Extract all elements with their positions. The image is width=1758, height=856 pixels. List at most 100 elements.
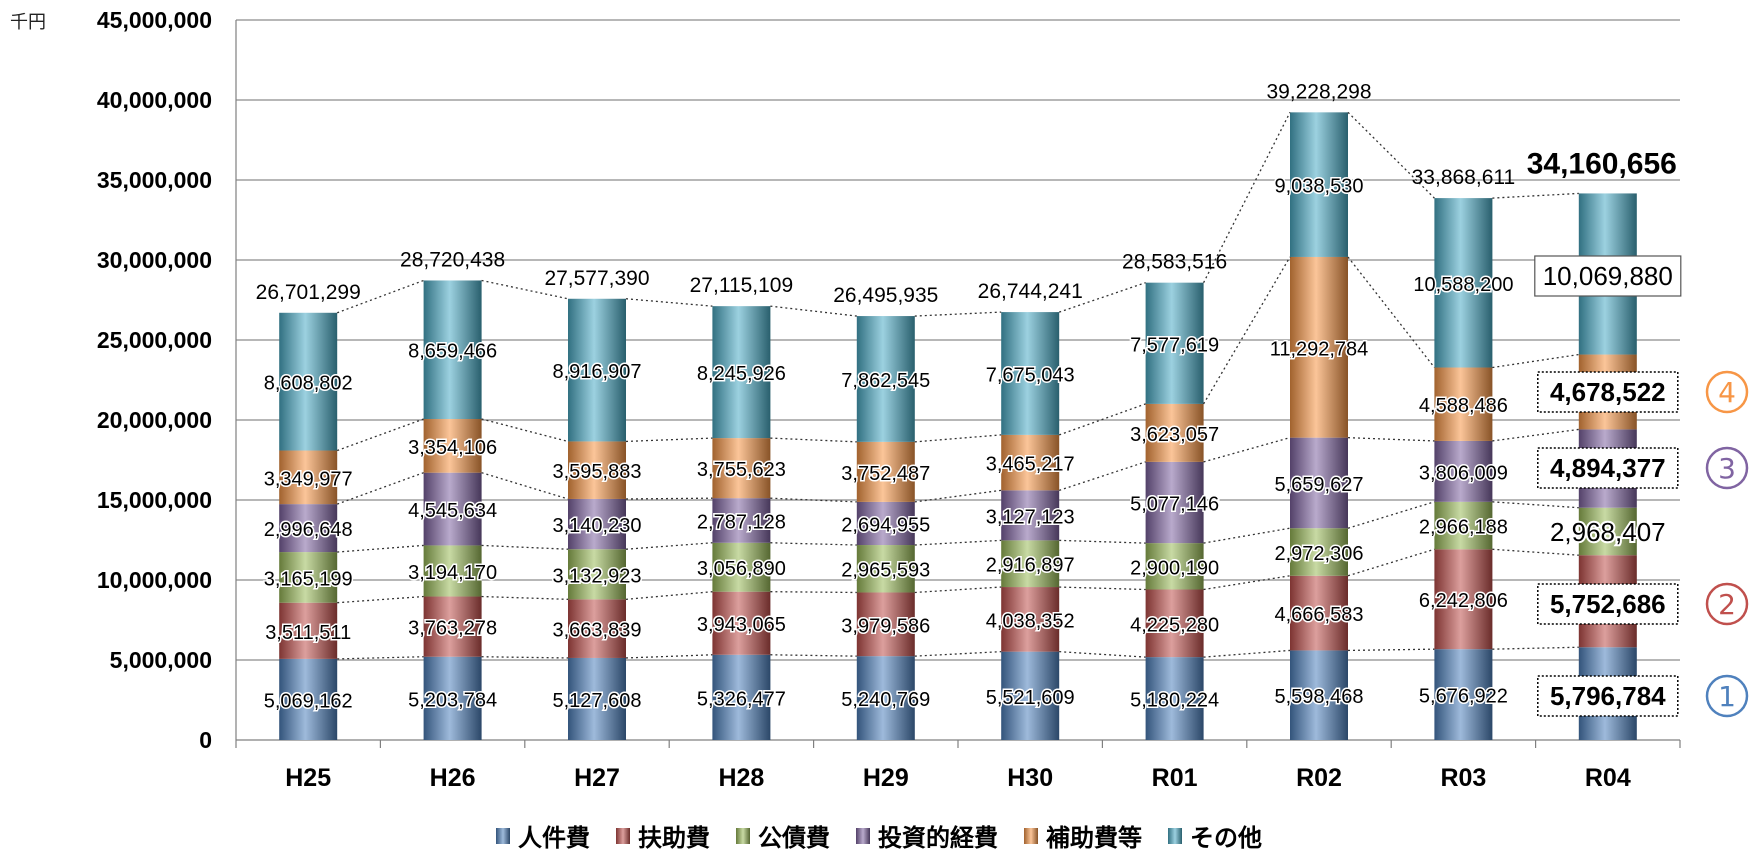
data-label: 2,996,648	[264, 519, 353, 541]
data-label: 2,972,306	[1275, 543, 1364, 565]
callout-label: 4,678,522	[1550, 377, 1666, 407]
callout-label: 10,069,880	[1543, 261, 1673, 291]
data-label: 5,180,224	[1130, 690, 1219, 712]
legend-item: 投資的経費	[856, 818, 998, 853]
bar-segment	[1145, 403, 1204, 462]
bar-segment	[1001, 651, 1060, 740]
connector-line	[1058, 461, 1146, 491]
data-label: 3,755,623	[697, 459, 786, 481]
connector-line	[1347, 436, 1435, 442]
legend-label: 公債費	[758, 824, 830, 852]
connector-line	[1492, 428, 1579, 442]
rank-marker-circle	[1705, 446, 1749, 490]
data-label: 5,077,146	[1130, 493, 1219, 515]
connector-line	[1203, 256, 1291, 405]
bar-segment	[1001, 434, 1060, 491]
bar-segment	[423, 545, 482, 597]
total-label: 26,701,299	[256, 281, 361, 304]
bar-segment	[279, 450, 338, 505]
callout-box	[1537, 583, 1679, 625]
bar-segment	[712, 654, 771, 740]
data-label: 5,203,784	[408, 689, 497, 711]
x-tick-label: H26	[430, 764, 476, 792]
bar-segment	[1290, 256, 1348, 438]
connector-line	[1347, 256, 1435, 368]
connector-line	[1058, 403, 1146, 436]
callout-box	[1537, 675, 1679, 717]
bar-segment	[568, 549, 626, 600]
bar-segment	[1290, 437, 1348, 529]
y-tick-label: 25,000,000	[97, 327, 212, 353]
rank-marker-label: 1	[1718, 680, 1736, 713]
callout-label: 5,752,686	[1550, 589, 1666, 619]
bar-segment	[712, 591, 771, 655]
connector-line	[1347, 111, 1435, 199]
bar-segment	[568, 599, 626, 658]
data-label: 3,354,106	[408, 437, 497, 459]
callout-label: 5,796,784	[1550, 681, 1666, 711]
connector-line	[625, 591, 713, 600]
data-label: 5,598,468	[1275, 686, 1364, 708]
bar-segment	[856, 545, 915, 593]
legend-swatch	[616, 827, 630, 844]
y-tick-label: 40,000,000	[97, 87, 212, 113]
data-label: 4,545,634	[408, 500, 497, 522]
connector-line	[1347, 501, 1435, 529]
data-label: 2,900,190	[1130, 557, 1219, 579]
total-label: 27,577,390	[544, 267, 649, 290]
data-label: 5,069,162	[264, 690, 353, 712]
bar-segment	[1145, 543, 1204, 590]
total-label: 33,868,611	[1412, 166, 1516, 189]
data-label: 5,127,608	[553, 690, 642, 712]
data-label: 3,806,009	[1419, 462, 1508, 484]
data-label: 5,326,477	[697, 688, 786, 710]
data-label: 8,916,907	[553, 361, 642, 383]
legend-item: その他	[1168, 818, 1262, 853]
legend-item: 公債費	[736, 818, 830, 853]
data-label: 6,242,806	[1419, 590, 1508, 612]
x-tick-label: H30	[1007, 764, 1053, 792]
legend-item: 人件費	[496, 818, 590, 853]
data-label: 4,588,486	[1419, 395, 1508, 417]
bar-segment	[1145, 461, 1204, 544]
bar-segment	[279, 658, 338, 740]
bar-segment	[1434, 649, 1493, 740]
bar-segment	[856, 441, 915, 502]
data-label: 3,511,511	[265, 622, 351, 644]
data-label: 3,623,057	[1130, 424, 1219, 446]
bar-segment	[712, 542, 771, 592]
total-label: 26,495,935	[833, 284, 938, 307]
bar-segment	[279, 504, 338, 553]
legend-item: 補助費等	[1024, 818, 1142, 853]
data-label: 7,577,619	[1130, 334, 1219, 356]
bar-segment	[856, 656, 915, 740]
data-label: 3,140,230	[553, 515, 642, 537]
rank-marker-label: 2	[1718, 588, 1736, 621]
connector-line	[625, 298, 713, 307]
legend-swatch	[1024, 827, 1038, 844]
x-tick-label: H29	[863, 764, 909, 792]
rank-marker-label: 4	[1718, 376, 1736, 409]
rank-marker-circle	[1705, 582, 1749, 626]
callout-box	[1534, 255, 1682, 297]
data-label: 2,694,955	[841, 514, 930, 536]
data-label: 10,588,200	[1413, 274, 1513, 296]
connector-line	[770, 654, 857, 657]
data-label: 5,659,627	[1275, 474, 1364, 496]
connector-line	[1492, 548, 1579, 556]
connector-line	[770, 542, 857, 546]
data-label: 5,676,922	[1419, 686, 1508, 708]
x-tick-label: R03	[1440, 764, 1486, 792]
connector-line	[481, 472, 569, 500]
bar-segment	[712, 306, 771, 439]
bar-segment	[423, 419, 482, 473]
data-label: 8,608,802	[264, 373, 353, 395]
connector-line	[914, 434, 1002, 443]
legend-swatch	[1168, 827, 1182, 844]
bar-segment	[1434, 549, 1493, 650]
callout-box	[1537, 371, 1679, 413]
data-label: 3,194,170	[408, 562, 497, 584]
connector-line	[1059, 651, 1146, 658]
callout-box	[1537, 447, 1679, 489]
legend-label: 補助費等	[1046, 824, 1142, 852]
